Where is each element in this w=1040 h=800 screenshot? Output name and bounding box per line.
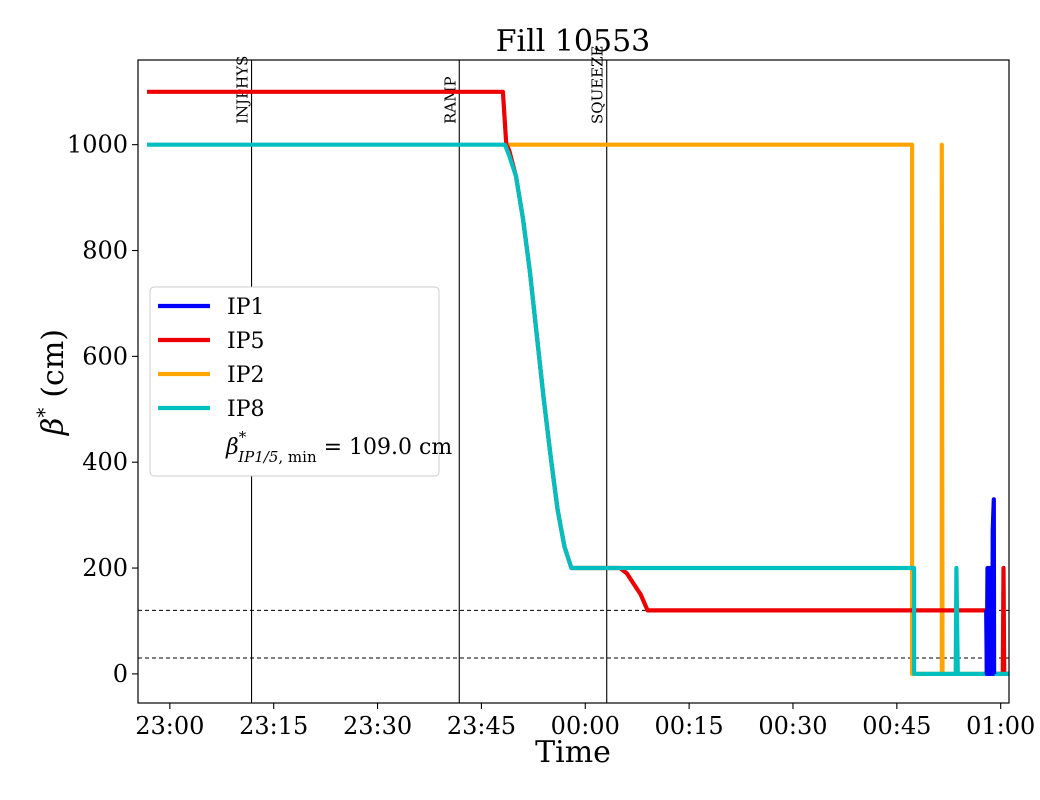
x-tick-label: 23:15 — [239, 712, 308, 740]
x-tick-label: 23:30 — [343, 712, 412, 740]
y-tick-label: 800 — [82, 237, 128, 265]
y-tick-label: 0 — [113, 660, 128, 688]
y-axis: 0 200 400 600 800 1000 — [67, 131, 138, 688]
x-tick-label: 00:45 — [862, 712, 931, 740]
x-tick-label: 00:00 — [551, 712, 620, 740]
legend-label-ip5: IP5 — [227, 329, 265, 354]
series-layer — [147, 89, 1009, 677]
reference-lines — [138, 609, 1009, 659]
legend-label-ip2: IP2 — [227, 363, 265, 388]
series-line-ip1 — [984, 497, 997, 677]
legend-label-ip1: IP1 — [227, 295, 265, 320]
x-tick-label: 01:00 — [966, 712, 1035, 740]
y-axis-title: β*(cm) — [32, 329, 71, 436]
legend-annotation: β* IP1/5, min = 109.0 cm — [225, 428, 452, 466]
y-tick-label: 600 — [82, 342, 128, 370]
y-tick-label: 400 — [82, 448, 128, 476]
y-tick-label: 1000 — [67, 131, 128, 159]
legend: IP1 IP5 IP2 IP8 β* IP1/5, min = 109.0 cm — [149, 286, 452, 477]
x-tick-label: 00:30 — [758, 712, 827, 740]
x-axis-title: Time — [535, 735, 611, 770]
phase-label-squeeze: SQUEEZE — [589, 46, 607, 125]
x-tick-label: 23:45 — [447, 712, 516, 740]
phase-label-ramp: RAMP — [441, 76, 459, 124]
plot-frame — [137, 59, 1010, 704]
legend-label-ip8: IP8 — [227, 397, 265, 422]
x-tick-label: 00:15 — [655, 712, 724, 740]
series-line-ip8 — [147, 142, 1009, 677]
x-tick-label: 23:00 — [135, 712, 204, 740]
chart-title: Fill 10553 — [496, 24, 651, 59]
series-line-ip2 — [506, 142, 1009, 677]
legend-box — [149, 286, 440, 477]
y-tick-label: 200 — [82, 554, 128, 582]
x-axis: 23:00 23:15 23:30 23:45 00:00 00:15 00:30 00:45… — [135, 703, 1035, 740]
